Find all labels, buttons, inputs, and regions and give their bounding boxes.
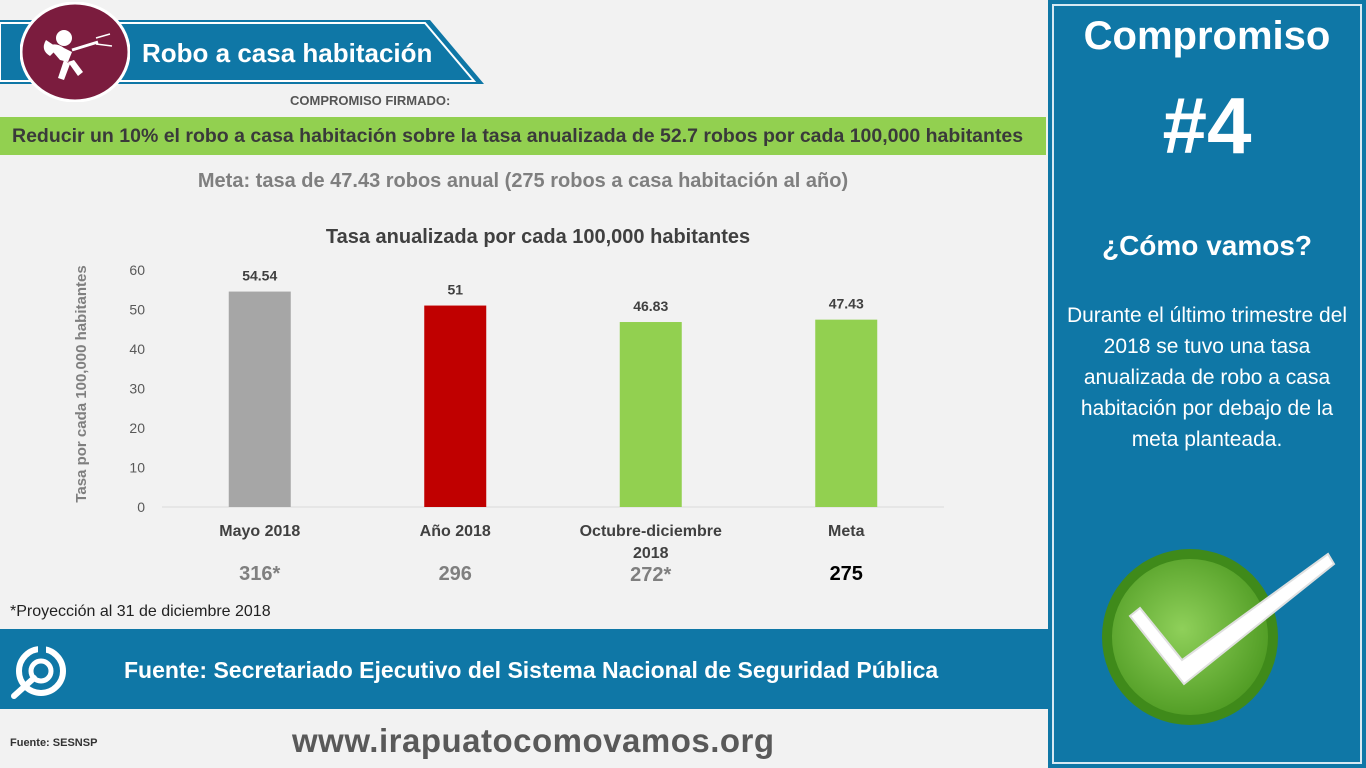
bar bbox=[228, 291, 291, 507]
right-panel-border bbox=[1052, 4, 1362, 764]
count-label: 272* bbox=[630, 564, 671, 586]
y-tick-label: 50 bbox=[129, 302, 145, 318]
website-link[interactable]: www.irapuatocomovamos.org bbox=[292, 722, 775, 759]
bar-chart: Tasa anualizada por cada 100,000 habitan… bbox=[73, 226, 944, 586]
count-label: 316* bbox=[239, 563, 280, 585]
footnote: *Proyección al 31 de diciembre 2018 bbox=[10, 603, 271, 620]
commitment-text: Reducir un 10% el robo a casa habitación… bbox=[12, 125, 1024, 147]
y-tick-label: 10 bbox=[129, 460, 145, 476]
goal-text: Meta: tasa de 47.43 robos anual (275 rob… bbox=[197, 170, 849, 192]
data-label: 51 bbox=[447, 282, 463, 298]
bar bbox=[815, 319, 878, 507]
count-label: 296 bbox=[439, 563, 472, 585]
data-label: 47.43 bbox=[829, 296, 864, 312]
panel-title: Compromiso bbox=[1083, 14, 1331, 58]
signed-label: COMPROMISO FIRMADO: bbox=[290, 93, 451, 108]
chart-title: Tasa anualizada por cada 100,000 habitan… bbox=[326, 226, 750, 248]
source-bar bbox=[0, 629, 1048, 709]
bar bbox=[619, 322, 682, 507]
data-label: 54.54 bbox=[242, 268, 277, 284]
y-tick-label: 40 bbox=[129, 341, 145, 357]
y-axis-label: Tasa por cada 100,000 habitantes bbox=[73, 265, 90, 502]
bar bbox=[424, 305, 487, 507]
x-tick-label: Año 2018 bbox=[420, 523, 491, 540]
burglar-icon bbox=[20, 2, 130, 102]
commitment-banner bbox=[0, 117, 1046, 155]
panel-question: ¿Cómo vamos? bbox=[1101, 230, 1313, 261]
source-text: Fuente: Secretariado Ejecutivo del Siste… bbox=[124, 657, 939, 683]
irapuato-logo-icon bbox=[11, 644, 66, 699]
status-text: Durante el último trimestre del 2018 se … bbox=[1066, 304, 1348, 451]
y-tick-label: 0 bbox=[137, 499, 145, 515]
data-label: 46.83 bbox=[633, 298, 668, 314]
commitment-number: #4 bbox=[1162, 81, 1252, 170]
y-tick-label: 30 bbox=[129, 381, 145, 397]
x-tick-label: Mayo 2018 bbox=[219, 523, 300, 540]
check-icon bbox=[1102, 549, 1336, 725]
x-tick-label: 2018 bbox=[633, 545, 669, 562]
y-tick-label: 60 bbox=[129, 262, 145, 278]
x-tick-label: Meta bbox=[828, 523, 865, 540]
count-label: 275 bbox=[830, 563, 863, 585]
source-small: Fuente: SESNSP bbox=[10, 737, 98, 749]
y-tick-label: 20 bbox=[129, 420, 145, 436]
x-tick-label: Octubre-diciembre bbox=[580, 523, 722, 540]
header-title: Robo a casa habitación bbox=[142, 38, 433, 68]
